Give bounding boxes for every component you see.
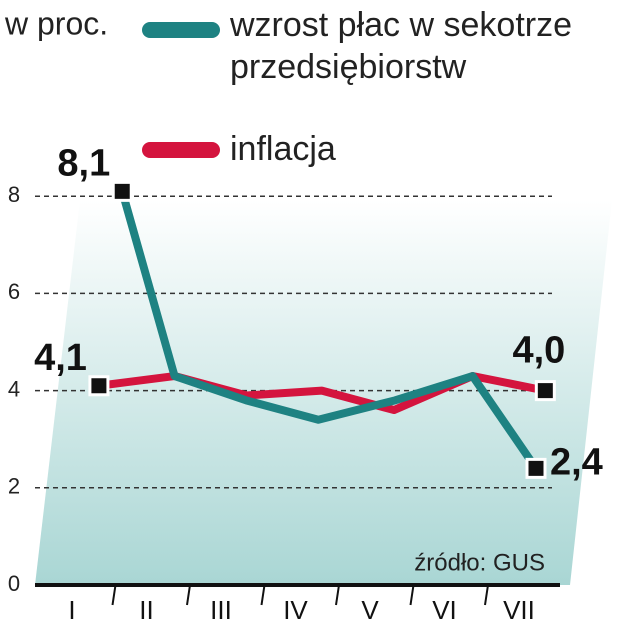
data-label: 4,0	[512, 330, 565, 372]
x-tick	[111, 584, 117, 606]
point-marker	[534, 380, 556, 402]
x-tick-label: I	[68, 595, 75, 625]
y-tick-label: 0	[8, 571, 20, 596]
x-tick-label: IV	[283, 595, 308, 625]
data-label: 8,1	[57, 142, 110, 184]
x-tick	[409, 584, 415, 606]
x-tick-label: III	[210, 595, 232, 625]
legend-entry: inflacja	[230, 130, 336, 168]
data-label: 2,4	[550, 441, 603, 483]
x-tick	[484, 584, 489, 606]
y-axis-label: w proc.	[4, 5, 108, 41]
series-line	[118, 190, 540, 471]
x-tick	[186, 584, 191, 606]
y-tick-label: 6	[8, 279, 20, 304]
source: źródło: GUS	[414, 549, 545, 576]
x-tick	[335, 584, 340, 606]
y-tick-label: 4	[8, 376, 20, 401]
legend-entry: wzrost płac w sekotrze przedsiębiorstw	[230, 6, 572, 86]
x-tick-label: VII	[503, 595, 535, 625]
x-tick-label: II	[139, 595, 153, 625]
point-marker	[88, 375, 110, 397]
y-tick-label: 8	[8, 182, 20, 207]
y-tick-label: 2	[8, 474, 20, 499]
x-tick-label: V	[361, 595, 379, 625]
data-label: 4,1	[34, 337, 87, 379]
x-tick-label: VI	[432, 595, 457, 625]
x-tick	[260, 584, 266, 606]
point-marker	[525, 457, 547, 479]
point-marker	[111, 180, 133, 202]
